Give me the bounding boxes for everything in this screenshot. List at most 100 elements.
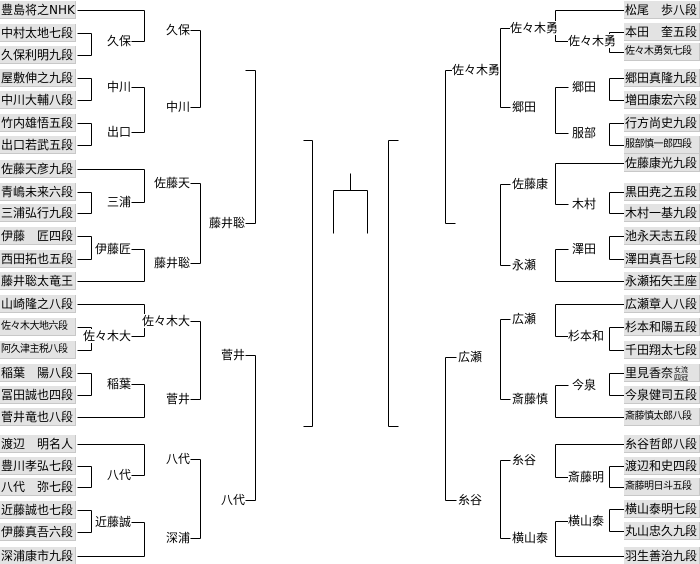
player-name: 久保利明九段 xyxy=(1,48,74,62)
player-box[interactable]: 杉本和陽五段 xyxy=(624,318,700,336)
player-name: 杉本和陽五段 xyxy=(625,320,698,334)
player-box[interactable]: 渡辺 明名人 xyxy=(0,435,76,453)
player-name: 黒田尭之五段 xyxy=(625,185,698,199)
match-winner-label: 深浦 xyxy=(165,531,190,545)
player-box[interactable]: 松尾 歩八段 xyxy=(624,1,700,19)
player-name: 近藤誠也七段 xyxy=(1,503,74,517)
player-name: 永瀬拓矢王座 xyxy=(625,274,698,288)
player-box[interactable]: 中村太地七段 xyxy=(0,24,76,42)
player-box[interactable]: 服部慎一郎四段 xyxy=(624,136,700,154)
match-winner-label: 佐藤天 xyxy=(153,176,190,190)
player-box[interactable]: 増田康宏六段 xyxy=(624,91,700,109)
player-box[interactable]: 伊藤真吾六段 xyxy=(0,523,76,541)
match-winner-label: 佐々木大 xyxy=(141,314,190,328)
match-winner-label: 出口 xyxy=(106,125,131,139)
player-name: 横山泰明七段 xyxy=(625,502,698,516)
player-box[interactable]: 澤田真吾七段 xyxy=(624,250,700,268)
player-box[interactable]: 三浦弘行九段 xyxy=(0,204,76,222)
player-box[interactable]: 永瀬拓矢王座 xyxy=(624,272,700,290)
player-name: 行方尚史九段 xyxy=(625,116,698,130)
player-name: 八代 弥七段 xyxy=(1,480,74,494)
match-winner-label: 服部 xyxy=(572,126,597,140)
player-name: 松尾 歩八段 xyxy=(625,3,698,17)
player-box[interactable]: 豊島将之NHK杯 xyxy=(0,1,76,19)
player-name: 斎藤明日斗五段 xyxy=(625,481,692,492)
player-box[interactable]: 斎藤慎太郎八段 xyxy=(624,408,700,426)
player-box[interactable]: 佐藤康光九段 xyxy=(624,154,700,172)
player-box[interactable]: 本田 奎五段 xyxy=(624,23,700,41)
match-winner-label: 糸谷 xyxy=(458,493,483,507)
player-name: 糸谷哲郎八段 xyxy=(625,437,698,451)
player-box[interactable]: 池永天志五段 xyxy=(624,227,700,245)
player-box[interactable]: 屋敷伸之九段 xyxy=(0,69,76,87)
match-winner-label: 佐々木勇 xyxy=(568,34,617,48)
player-name: 澤田真吾七段 xyxy=(625,252,698,266)
match-winner-label: 糸谷 xyxy=(512,453,537,467)
match-winner-label: 八代 xyxy=(220,493,245,507)
player-name: 池永天志五段 xyxy=(625,229,698,243)
player-box[interactable]: 八代 弥七段 xyxy=(0,478,76,496)
player-name: 深浦康市九段 xyxy=(1,549,74,563)
player-box[interactable]: 丸山忠久九段 xyxy=(624,522,700,540)
player-box[interactable]: 今泉健司五段 xyxy=(624,386,700,404)
match-winner-label: 木村 xyxy=(572,197,597,211)
player-title: 女流四冠 xyxy=(674,365,689,382)
player-name: 伊藤真吾六段 xyxy=(1,525,74,539)
player-name: 菅井竜也八段 xyxy=(1,410,74,424)
match-winner-label: 八代 xyxy=(106,468,131,482)
player-box[interactable]: 豊川孝弘七段 xyxy=(0,457,76,475)
player-box[interactable]: 久保利明九段 xyxy=(0,46,76,64)
player-name: 広瀬章人八段 xyxy=(625,297,698,311)
player-box[interactable]: 佐々木大地六段 xyxy=(0,318,76,336)
match-winner-label: 三浦 xyxy=(106,195,131,209)
match-winner-label: 藤井聡 xyxy=(208,216,245,230)
player-box[interactable]: 中川大輔八段 xyxy=(0,91,76,109)
player-box[interactable]: 広瀬章人八段 xyxy=(624,295,700,313)
match-winner-label: 斎藤慎 xyxy=(512,392,549,406)
player-box[interactable]: 郷田真隆九段 xyxy=(624,69,700,87)
player-box[interactable]: 千田翔太七段 xyxy=(624,341,700,359)
match-winner-label: 広瀬 xyxy=(512,312,537,326)
player-box[interactable]: 行方尚史九段 xyxy=(624,114,700,132)
player-name: 屋敷伸之九段 xyxy=(1,71,74,85)
player-box[interactable]: 稲葉 陽八段 xyxy=(0,364,76,382)
player-box[interactable]: 黒田尭之五段 xyxy=(624,183,700,201)
player-box[interactable]: 糸谷哲郎八段 xyxy=(624,435,700,453)
player-name: 豊島将之NHK杯 xyxy=(1,3,75,17)
player-box[interactable]: 羽生善治九段 xyxy=(624,547,700,564)
player-box[interactable]: 深浦康市九段 xyxy=(0,547,76,564)
player-box[interactable]: 青嶋未来六段 xyxy=(0,183,76,201)
match-winner-label: 永瀬 xyxy=(512,258,537,272)
player-box[interactable]: 山崎隆之八段 xyxy=(0,295,76,313)
player-box[interactable]: 菅井竜也八段 xyxy=(0,408,76,426)
player-box[interactable]: 冨田誠也四段 xyxy=(0,386,76,404)
player-box[interactable]: 近藤誠也七段 xyxy=(0,501,76,519)
player-box[interactable]: 斎藤明日斗五段 xyxy=(624,478,700,496)
match-winner-label: 佐々木大 xyxy=(82,329,131,343)
player-box[interactable]: 伊藤 匠四段 xyxy=(0,227,76,245)
player-box[interactable]: 渡辺和史四段 xyxy=(624,457,700,475)
player-box[interactable]: 木村一基九段 xyxy=(624,204,700,222)
player-name: 木村一基九段 xyxy=(625,206,698,220)
match-winner-label: 今泉 xyxy=(572,378,597,392)
player-box[interactable]: 佐々木勇気七段 xyxy=(624,43,700,61)
match-winner-label: 郷田 xyxy=(512,100,537,114)
player-box[interactable]: 竹内雄悟五段 xyxy=(0,114,76,132)
player-name: 中村太地七段 xyxy=(1,26,74,40)
player-box[interactable]: 藤井聡太竜王 xyxy=(0,272,76,290)
match-winner-label: 斎藤明 xyxy=(568,470,605,484)
player-box[interactable]: 西田拓也五段 xyxy=(0,250,76,268)
player-box[interactable]: 阿久津主税八段 xyxy=(0,341,76,359)
player-name: 豊川孝弘七段 xyxy=(1,459,74,473)
player-box[interactable]: 横山泰明七段 xyxy=(624,500,700,518)
player-name: 稲葉 陽八段 xyxy=(1,366,74,380)
player-box[interactable]: 佐藤天彦九段 xyxy=(0,160,76,178)
match-winner-label: 菅井 xyxy=(220,348,245,362)
player-box[interactable]: 出口若武五段 xyxy=(0,136,76,154)
player-name: 冨田誠也四段 xyxy=(1,388,74,402)
match-winner-label: 稲葉 xyxy=(106,377,131,391)
player-box[interactable]: 里見香奈女流四冠 xyxy=(624,364,700,382)
match-winner-label: 横山泰 xyxy=(568,514,605,528)
player-name: 里見香奈 xyxy=(625,366,674,380)
